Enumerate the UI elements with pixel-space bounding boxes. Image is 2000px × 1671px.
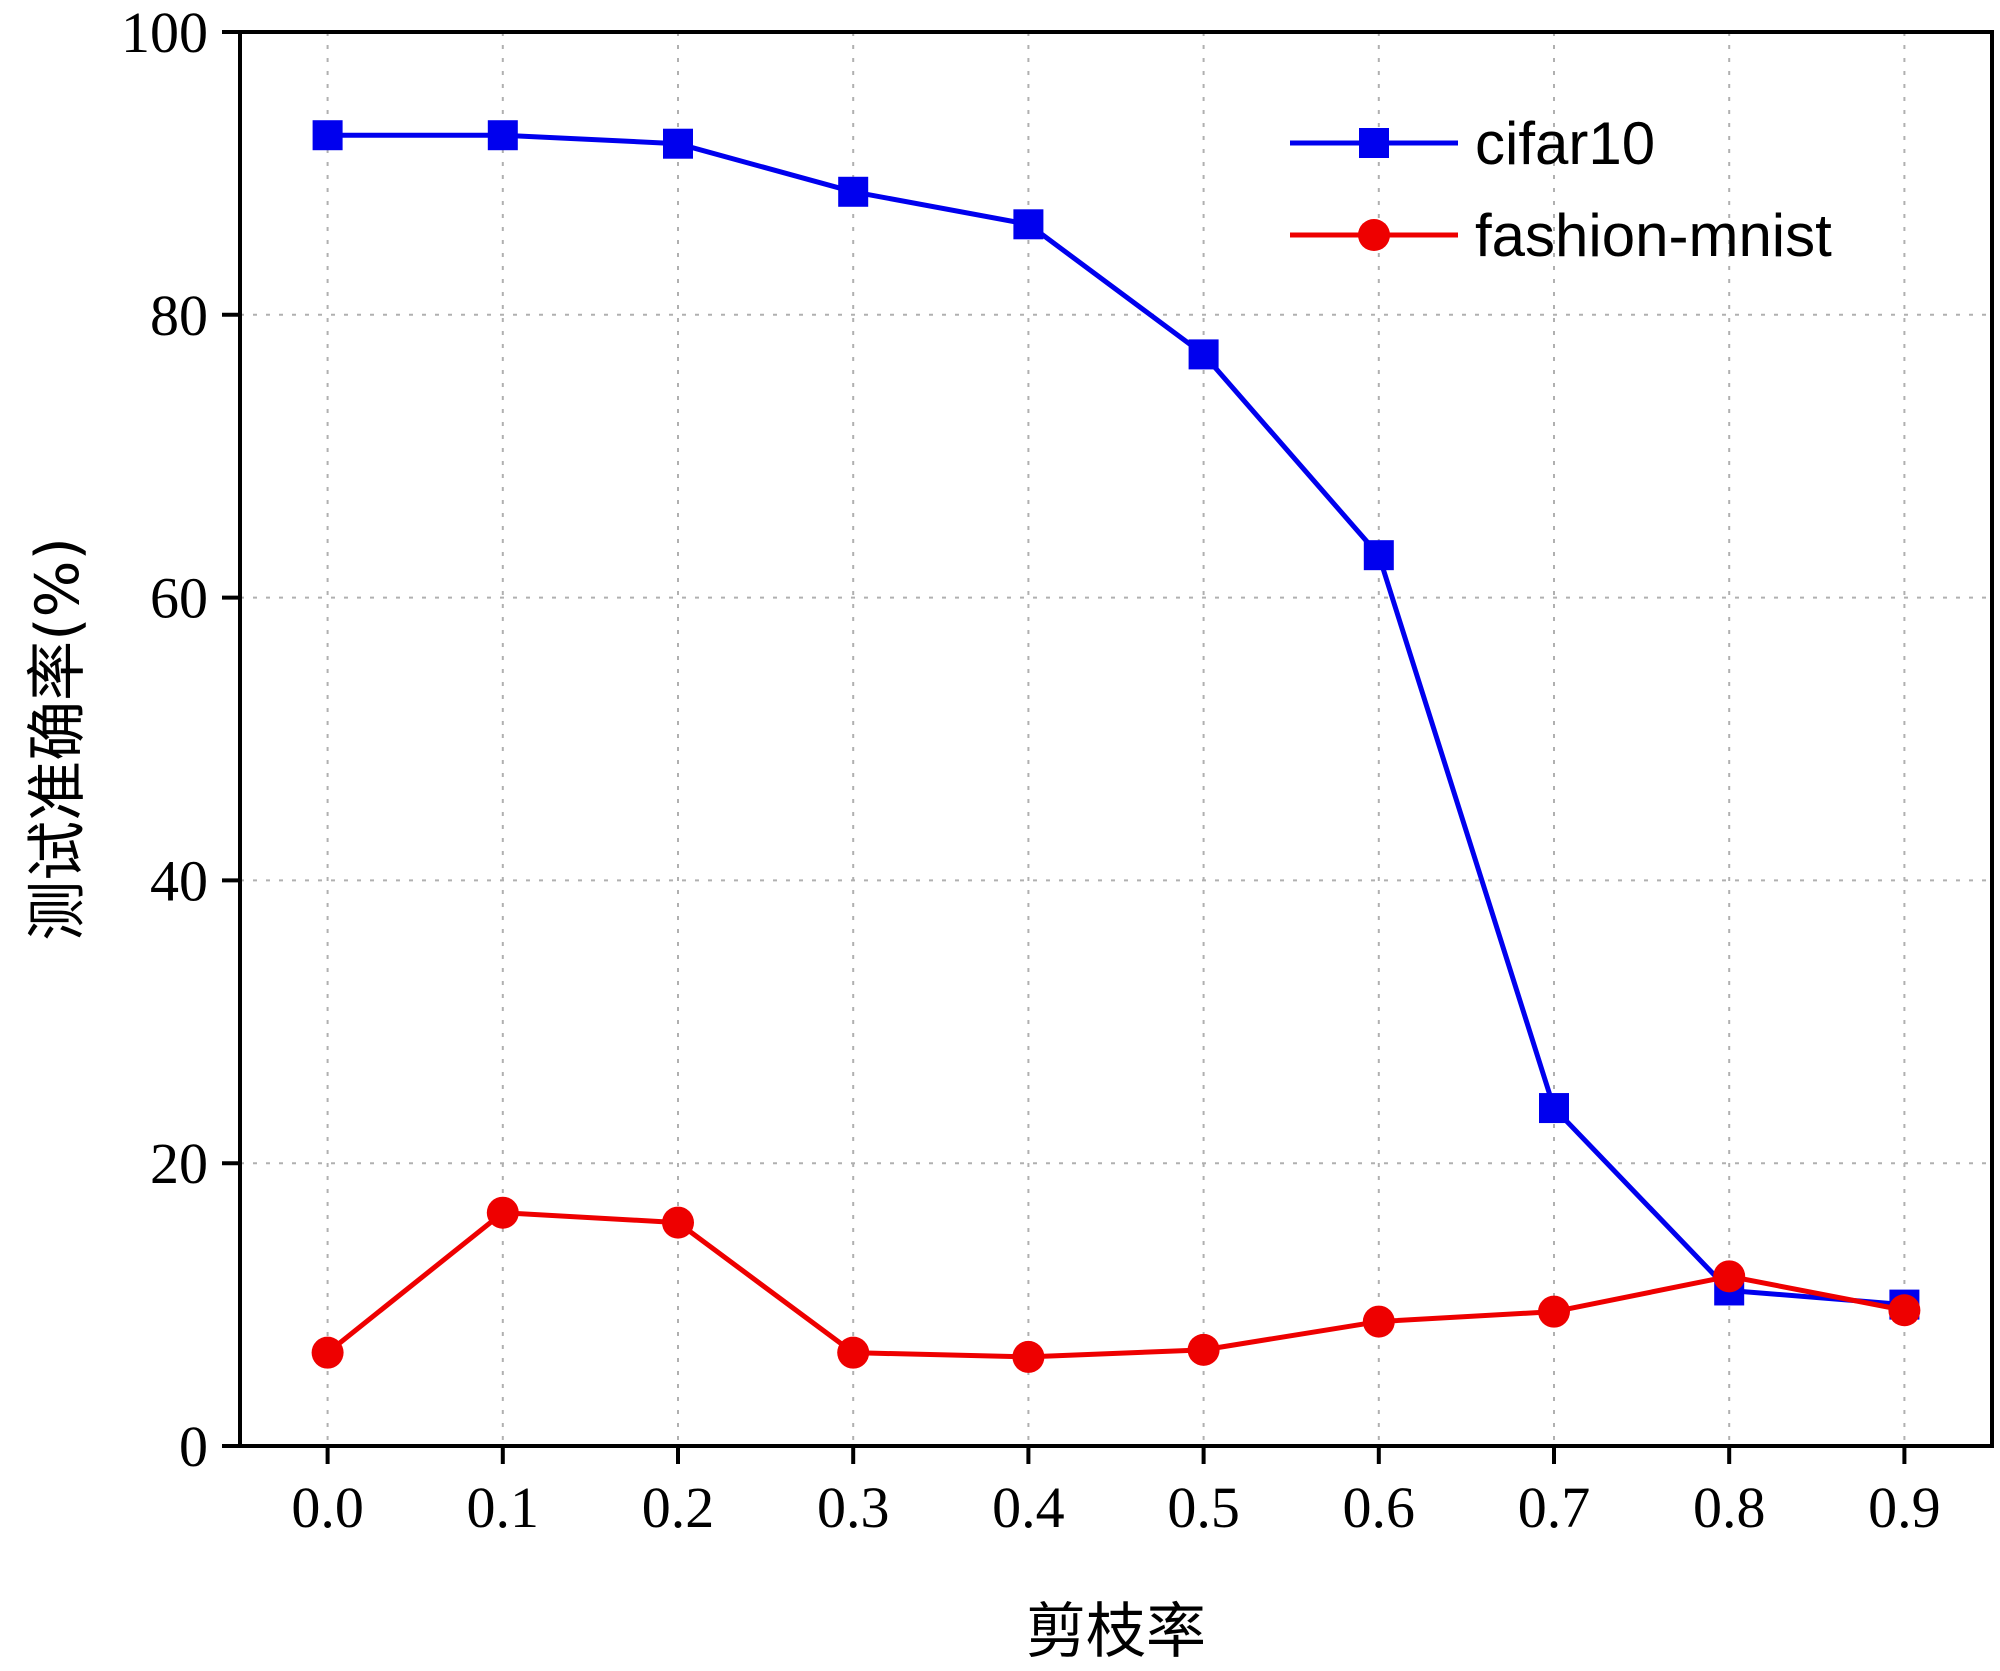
- x-tick-label-7: 0.7: [1518, 1475, 1591, 1540]
- x-tick-label-2: 0.2: [642, 1475, 715, 1540]
- point-fashion-mnist-3: [837, 1336, 870, 1369]
- x-tick-label-9: 0.9: [1868, 1475, 1941, 1540]
- y-tick-label-1: 20: [150, 1131, 208, 1196]
- legend: cifar10 fashion-mnist: [1290, 110, 1832, 269]
- legend-label-fashion-mnist: fashion-mnist: [1475, 202, 1832, 269]
- point-cifar10-4: [1013, 209, 1044, 240]
- point-fashion-mnist-5: [1187, 1333, 1220, 1366]
- y-tick-label-2: 40: [150, 848, 208, 913]
- series-line-cifar10: [327, 132, 1905, 1308]
- point-cifar10-1: [487, 120, 518, 151]
- point-cifar10-0: [312, 120, 343, 151]
- legend-marker-fashion-mnist: [1358, 219, 1390, 251]
- legend-label-cifar10: cifar10: [1475, 110, 1655, 177]
- x-tick-label-3: 0.3: [817, 1475, 890, 1540]
- plot-frame: [238, 30, 1994, 1448]
- x-tick-label-1: 0.1: [467, 1475, 540, 1540]
- grid-lines: [240, 32, 1992, 1446]
- point-cifar10-5: [1188, 339, 1219, 370]
- point-fashion-mnist-0: [311, 1336, 344, 1369]
- x-tick-label-6: 0.6: [1343, 1475, 1416, 1540]
- point-cifar10-3: [838, 176, 869, 207]
- series-layer: [311, 120, 1921, 1373]
- point-fashion-mnist-2: [662, 1206, 694, 1239]
- legend-entry-fashion-mnist: fashion-mnist: [1290, 202, 1832, 269]
- series-fashion-mnist: [311, 1196, 1921, 1373]
- y-tick-label-0: 0: [179, 1414, 208, 1479]
- point-fashion-mnist-9: [1888, 1294, 1921, 1327]
- point-cifar10-2: [663, 128, 693, 159]
- tick-labels: 0.0 0.1 0.2 0.3 0.4 0.5 0.6 0.7 0.8 0.9 0 20 40 60 80 1…: [121, 0, 1941, 1540]
- series-line-fashion-mnist: [326, 1210, 1905, 1360]
- point-fashion-mnist-1: [486, 1196, 519, 1229]
- x-tick-label-5: 0.5: [1167, 1475, 1240, 1540]
- x-tick-label-0: 0.0: [291, 1475, 364, 1540]
- axis-ticks: [222, 30, 1907, 1464]
- series-cifar10: [312, 120, 1920, 1320]
- y-tick-label-5: 100: [121, 0, 208, 65]
- point-fashion-mnist-7: [1538, 1295, 1570, 1328]
- x-axis-title: 剪枝率: [1026, 1597, 1206, 1667]
- point-cifar10-7: [1539, 1093, 1569, 1124]
- point-fashion-mnist-6: [1362, 1305, 1395, 1338]
- point-fashion-mnist-4: [1012, 1340, 1045, 1373]
- legend-entry-cifar10: cifar10: [1290, 110, 1655, 177]
- point-fashion-mnist-8: [1713, 1260, 1746, 1293]
- point-cifar10-6: [1363, 540, 1394, 571]
- y-axis-title: 测试准确率(%): [23, 537, 93, 941]
- y-tick-label-4: 80: [150, 283, 208, 348]
- y-tick-label-3: 60: [150, 566, 208, 631]
- x-tick-label-4: 0.4: [992, 1475, 1065, 1540]
- x-tick-label-8: 0.8: [1693, 1475, 1766, 1540]
- legend-marker-cifar10: [1359, 128, 1389, 158]
